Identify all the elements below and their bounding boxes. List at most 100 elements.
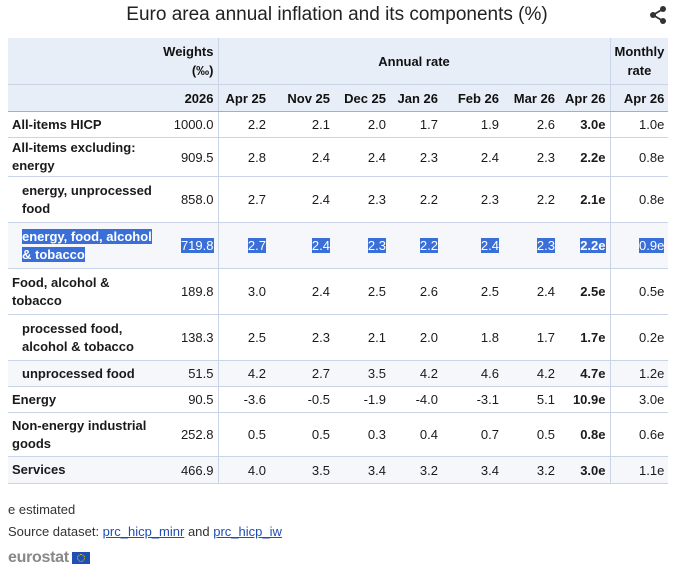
table-cell: 2.4 (270, 268, 334, 315)
cell-value: 1.7 (419, 117, 438, 132)
cell-value: 2.3 (311, 330, 330, 345)
col-header: Apr 25 (218, 84, 270, 112)
cell-value: 252.8 (180, 427, 214, 442)
cell-value: 909.5 (180, 149, 214, 165)
table-cell: 4.0 (218, 456, 270, 484)
cell-value: 2.2e (580, 238, 606, 253)
cell-value: 2.1e (580, 192, 606, 207)
table-cell: -3.6 (218, 386, 270, 413)
table-cell: 2.4 (270, 222, 334, 269)
cell-value: 2.3 (367, 238, 386, 253)
table-cell: 1.8 (442, 314, 503, 361)
estimate-note: e estimated (8, 502, 76, 517)
table-cell: 909.5 (158, 137, 219, 177)
cell-value: 2.3 (367, 192, 386, 207)
cell-value: 3.4 (480, 462, 499, 478)
cell-value: 2.3 (536, 149, 555, 165)
row-label: Energy (8, 386, 158, 413)
table-cell: 2.4 (334, 137, 390, 177)
table-cell: 3.0 (218, 268, 270, 315)
table-cell: 0.3 (334, 412, 390, 457)
table-cell: 3.2 (390, 456, 442, 484)
header-annual-rate: Annual rate (218, 38, 610, 85)
table-cell: 2.7 (218, 176, 270, 223)
table-cell: 0.5 (218, 412, 270, 457)
table-cell: 2.1e (559, 176, 610, 223)
table-cell: 0.8e (609, 137, 669, 177)
table-cell: 252.8 (158, 412, 219, 457)
table-cell: 2.6 (503, 111, 559, 138)
table-cell: 2.1 (334, 314, 390, 361)
cell-value: 2.1 (311, 117, 330, 132)
table-cell: 3.2 (503, 456, 559, 484)
table-cell: 2.3 (334, 222, 390, 269)
table-cell: 2.3 (334, 176, 390, 223)
cell-value: 1.0e (639, 117, 665, 132)
cell-value: 3.4 (367, 462, 386, 478)
logo-text: eurostat (8, 549, 69, 566)
source-link-iw[interactable]: prc_hicp_iw (213, 524, 282, 539)
cell-value: 2.2 (419, 238, 438, 253)
cell-value: 0.6e (639, 427, 665, 442)
cell-value: 0.8e (580, 427, 606, 442)
table-cell: 2.3 (503, 222, 559, 269)
cell-value: 2.5 (367, 284, 386, 299)
table-cell: 138.3 (158, 314, 219, 361)
header-weights: Weights (‰) (158, 38, 219, 85)
cell-value: 719.8 (180, 238, 214, 253)
cell-value: 0.5e (639, 284, 665, 299)
table-cell: 858.0 (158, 176, 219, 223)
table-cell: 0.7 (442, 412, 503, 457)
cell-value: 0.9e (639, 238, 665, 253)
col-header: Nov 25 (270, 84, 334, 112)
row-label-text: processed food, alcohol & tobacco (22, 320, 134, 354)
cell-value: 2.5 (480, 284, 499, 299)
cell-value: 2.4 (311, 238, 330, 253)
inflation-table: Weights (‰) Annual rate Monthly rate 202… (8, 38, 669, 484)
table-cell: 2.4 (442, 137, 503, 177)
cell-value: 51.5 (188, 366, 214, 381)
cell-value: 2.7 (311, 366, 330, 381)
table-cell: 4.6 (442, 360, 503, 387)
table-cell: 4.2 (503, 360, 559, 387)
row-label-text: energy, unprocessed food (22, 182, 152, 216)
header-empty-2 (8, 84, 158, 112)
cell-value: 1.2e (639, 366, 665, 381)
cell-value: 2.4 (480, 238, 499, 253)
table-cell: -1.9 (334, 386, 390, 413)
share-icon[interactable] (648, 5, 668, 25)
cell-value: 2.0 (367, 117, 386, 132)
cell-value: 1.7 (536, 330, 555, 345)
cell-value: 2.7 (247, 238, 266, 253)
table-cell: 2.4 (270, 176, 334, 223)
cell-value: 4.7e (580, 366, 606, 381)
table-row: All-items HICP 1000.0 2.2 2.1 2.0 1.7 1.9 2.6 3.… (8, 111, 669, 138)
cell-value: 189.8 (180, 284, 214, 299)
cell-value: 1.1e (639, 462, 665, 478)
cell-value: 1.8 (480, 330, 499, 345)
table-cell: 2.0 (390, 314, 442, 361)
cell-value: 2.0 (419, 330, 438, 345)
table-cell: 2.5 (442, 268, 503, 315)
table-cell: 1.1e (609, 456, 669, 484)
table-cell: 466.9 (158, 456, 219, 484)
source-link-minr[interactable]: prc_hicp_minr (102, 524, 185, 539)
table-cell: 2.2 (218, 111, 270, 138)
cell-value: 0.8e (639, 149, 665, 165)
table-cell: 2.7 (270, 360, 334, 387)
cell-value: 858.0 (180, 192, 214, 207)
table-cell: 1.7e (559, 314, 610, 361)
cell-value: 3.0e (639, 392, 665, 407)
table-cell: 10.9e (559, 386, 610, 413)
cell-value: 466.9 (180, 462, 214, 478)
cell-value: 2.3 (536, 238, 555, 253)
col-header: Apr 26 (559, 84, 610, 112)
table-cell: -3.1 (442, 386, 503, 413)
cell-value: 3.2 (536, 462, 555, 478)
cell-value: 2.8 (247, 149, 266, 165)
eurostat-logo[interactable]: eurostat (8, 548, 90, 568)
cell-value: 4.6 (480, 366, 499, 381)
cell-value: -4.0 (415, 392, 438, 407)
table-cell: 2.8 (218, 137, 270, 177)
table-cell: 3.0e (609, 386, 669, 413)
